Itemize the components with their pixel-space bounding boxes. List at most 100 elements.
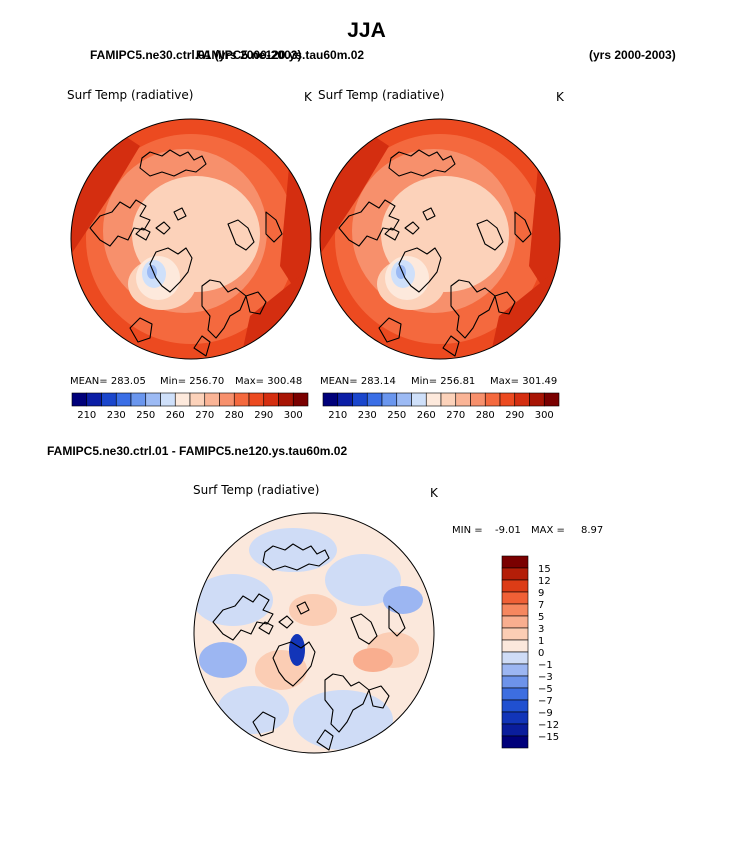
panel1-colorbar-box-12 — [248, 392, 265, 407]
panel1-coast-6 — [227, 219, 255, 251]
panel3-coastlines — [212, 543, 406, 751]
panel3-colorbar-box-7 — [501, 639, 529, 653]
panel2-colorbar-tick-5: 280 — [476, 410, 495, 421]
panel2-coast-0 — [388, 149, 456, 177]
panel3-anomaly-4 — [325, 554, 401, 606]
panel2-coast-4 — [450, 279, 496, 339]
panel3-colorbar-tick-4: 5 — [538, 612, 544, 623]
panel3-coast-0 — [262, 543, 330, 571]
panel3-colorbar-box-4 — [501, 603, 529, 617]
panel2-colorbar-tick-3: 260 — [417, 410, 436, 421]
case1-label: FAMIPC5.ne30.ctrl.01 (yrs 2000-2003) — [90, 48, 302, 62]
panel1-units: K — [304, 90, 312, 104]
panel3-colorbar-box-10 — [501, 675, 529, 689]
panel1-coast-7 — [265, 211, 283, 243]
panel3-border — [193, 512, 435, 754]
panel3-colorbar-box-11 — [501, 687, 529, 701]
panel3-colorbar-box-2 — [501, 579, 529, 593]
panel1-colorbar-box-6 — [160, 392, 176, 407]
panel2-colorbar-box-1 — [337, 392, 353, 407]
panel2-colorbar-box-6 — [411, 392, 427, 407]
panel3-field — [194, 513, 434, 753]
panel3-colorbar-tick-9: −3 — [538, 672, 553, 683]
panel1-title: Surf Temp (radiative) — [67, 88, 194, 102]
panel1-colorbar-tick-2: 250 — [136, 410, 155, 421]
panel1-coast-4 — [201, 279, 247, 339]
panel1-colorbar-tick-1: 230 — [107, 410, 126, 421]
panel3-min: -9.01 — [495, 525, 521, 536]
panel3-colorbar-tick-11: −7 — [538, 696, 553, 707]
panel3-coast-9 — [316, 729, 334, 751]
panel2-border — [319, 118, 561, 360]
panel3-colorbar-box-5 — [501, 615, 529, 629]
panel3-colorbar-box-0 — [501, 555, 529, 569]
panel1-coast-5 — [245, 291, 267, 315]
panel3-coast-5 — [368, 685, 390, 709]
panel3-colorbar-tick-7: 0 — [538, 648, 544, 659]
panel3-colorbar-box-8 — [501, 651, 529, 665]
panel2-colorbar-box-12 — [499, 392, 516, 407]
case2-label: FAMIPC5.ne120.ys.tau60m.02 — [196, 48, 365, 62]
panel2-mean: MEAN= 283.14 — [320, 376, 396, 387]
panel3-coast-4 — [324, 673, 370, 733]
panel2-units: K — [556, 90, 564, 104]
panel2-coastlines — [338, 149, 532, 357]
panel1-colorbar-box-7 — [174, 392, 191, 407]
panel3-colorbar-box-9 — [501, 663, 529, 677]
panel2-coast-1 — [338, 199, 400, 247]
panel2-colorbar-box-8 — [440, 392, 457, 407]
panel2-colorbar: 210 230 250 260 270 280 290 300 — [322, 392, 560, 421]
panel2-colorbar-tick-1: 230 — [358, 410, 377, 421]
panel1-map — [70, 118, 312, 360]
case2-years: (yrs 2000-2003) — [589, 48, 676, 62]
panel3-colorbar-tick-2: 9 — [538, 588, 544, 599]
panel1-colorbar-box-9 — [204, 392, 220, 407]
panel2-colorbar-box-15 — [543, 392, 560, 407]
panel3-coast-7 — [388, 605, 406, 637]
panel1-colorbar-box-13 — [263, 392, 279, 407]
panel2-map — [319, 118, 561, 360]
panel3-anomaly-10 — [383, 586, 423, 614]
panel1-colorbar-tick-4: 270 — [195, 410, 214, 421]
panel1-colorbar-box-11 — [233, 392, 250, 407]
panel3-colorbar-tick-10: −5 — [538, 684, 553, 695]
panel2-colorbar-box-9 — [455, 392, 471, 407]
panel3-colorbar-tick-5: 3 — [538, 624, 544, 635]
panel3-anomaly-5 — [249, 528, 337, 572]
panel1-coast-3 — [135, 207, 187, 241]
panel3-colorbar-tick-8: −1 — [538, 660, 553, 671]
panel1-colorbar-box-3 — [115, 392, 132, 407]
panel3-anomaly-1 — [217, 686, 289, 734]
panel2-colorbar-box-10 — [470, 392, 486, 407]
panel1-colorbar-box-1 — [86, 392, 102, 407]
panel2-colorbar-tick-4: 270 — [446, 410, 465, 421]
panel2-colorbar-tick-2: 250 — [387, 410, 406, 421]
panel2-coast-5 — [494, 291, 516, 315]
panel1-colorbar-box-4 — [130, 392, 147, 407]
panel2-coast-9 — [442, 335, 460, 357]
panel3-anomaly-0 — [194, 574, 273, 626]
panel1-border — [70, 118, 312, 360]
panel2-coast-3 — [384, 207, 436, 241]
panel1-coast-2 — [149, 247, 193, 293]
panel1-colorbar-box-5 — [145, 392, 161, 407]
panel3-colorbar-box-15 — [501, 735, 529, 749]
panel2-title: Surf Temp (radiative) — [318, 88, 445, 102]
panel3-colorbar-tick-3: 7 — [538, 600, 544, 611]
panel2-colorbar-box-11 — [484, 392, 501, 407]
panel1-colorbar-tick-7: 300 — [284, 410, 303, 421]
panel3-map — [193, 512, 435, 754]
panel1-coastlines — [89, 149, 283, 357]
panel2-colorbar-tick-6: 290 — [505, 410, 524, 421]
panel1-min: Min= 256.70 — [160, 376, 225, 387]
panel3-colorbar-box-6 — [501, 627, 529, 641]
panel2-colorbar-box-13 — [514, 392, 530, 407]
panel3-coast-6 — [350, 613, 378, 645]
panel3-colorbar-tick-14: −15 — [538, 732, 559, 743]
panel1-colorbar-tick-0: 210 — [77, 410, 96, 421]
panel2-colorbar-tick-7: 300 — [535, 410, 554, 421]
panel1-colorbar-tick-3: 260 — [166, 410, 185, 421]
panel2-coast-6 — [476, 219, 504, 251]
panel1-field — [71, 119, 311, 359]
